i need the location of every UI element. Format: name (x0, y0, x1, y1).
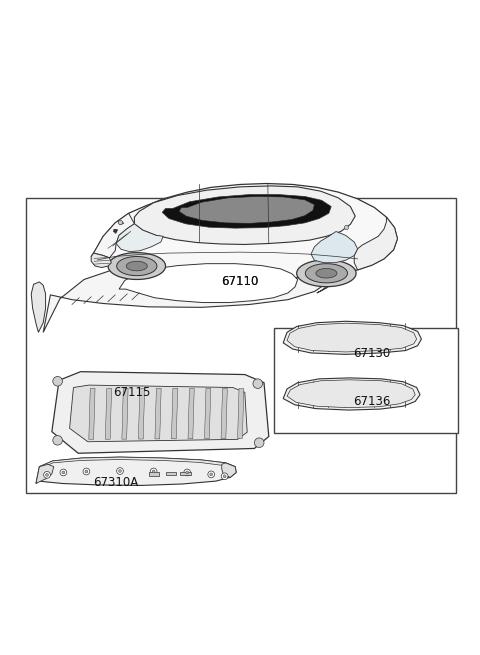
Circle shape (60, 469, 67, 476)
Polygon shape (287, 323, 417, 352)
Polygon shape (311, 231, 358, 263)
Bar (149, 472, 159, 476)
Bar (166, 472, 176, 476)
Polygon shape (91, 253, 111, 267)
Polygon shape (105, 388, 111, 440)
Polygon shape (138, 388, 144, 439)
Polygon shape (179, 196, 314, 223)
Polygon shape (43, 258, 332, 332)
Polygon shape (119, 264, 298, 303)
Circle shape (152, 470, 155, 473)
Polygon shape (204, 388, 211, 439)
Polygon shape (316, 269, 337, 278)
Circle shape (254, 438, 264, 447)
Polygon shape (221, 388, 228, 438)
Polygon shape (91, 183, 397, 280)
Circle shape (186, 471, 189, 474)
Bar (180, 472, 191, 476)
Polygon shape (118, 221, 124, 225)
Circle shape (83, 468, 90, 475)
Bar (274, 328, 458, 433)
Polygon shape (31, 282, 46, 332)
Circle shape (117, 468, 123, 474)
Polygon shape (238, 388, 244, 438)
Bar (26, 198, 456, 493)
Text: 67130: 67130 (353, 347, 390, 360)
Polygon shape (116, 224, 163, 252)
Text: 67310A: 67310A (94, 476, 139, 489)
Polygon shape (122, 388, 128, 439)
Polygon shape (287, 380, 415, 407)
Circle shape (208, 471, 215, 477)
Polygon shape (52, 371, 269, 453)
Circle shape (53, 377, 62, 386)
Polygon shape (94, 214, 134, 258)
Polygon shape (36, 457, 236, 485)
Polygon shape (89, 388, 95, 440)
Polygon shape (162, 195, 331, 228)
Circle shape (53, 436, 62, 445)
Circle shape (44, 472, 50, 478)
Circle shape (150, 468, 157, 475)
Polygon shape (297, 260, 356, 287)
Text: 67136: 67136 (353, 396, 390, 409)
Polygon shape (117, 257, 157, 276)
Circle shape (210, 473, 213, 476)
Polygon shape (126, 261, 147, 271)
Polygon shape (305, 264, 348, 283)
Circle shape (62, 471, 65, 474)
Circle shape (253, 379, 263, 388)
Circle shape (221, 473, 228, 479)
Polygon shape (171, 388, 178, 439)
Polygon shape (134, 186, 355, 244)
Polygon shape (108, 253, 166, 280)
Polygon shape (188, 388, 194, 439)
Polygon shape (70, 385, 247, 441)
Polygon shape (283, 378, 420, 410)
Polygon shape (36, 464, 54, 483)
Polygon shape (354, 217, 397, 270)
Polygon shape (39, 457, 235, 468)
Polygon shape (155, 388, 161, 439)
Text: 67110: 67110 (221, 275, 259, 288)
Text: 67110: 67110 (221, 275, 259, 288)
Circle shape (46, 474, 48, 476)
Circle shape (119, 470, 121, 472)
Polygon shape (283, 321, 421, 354)
Circle shape (184, 469, 191, 476)
Text: 67115: 67115 (113, 386, 150, 399)
Circle shape (85, 470, 88, 473)
Polygon shape (222, 463, 236, 477)
Circle shape (223, 475, 226, 477)
Polygon shape (317, 255, 341, 293)
